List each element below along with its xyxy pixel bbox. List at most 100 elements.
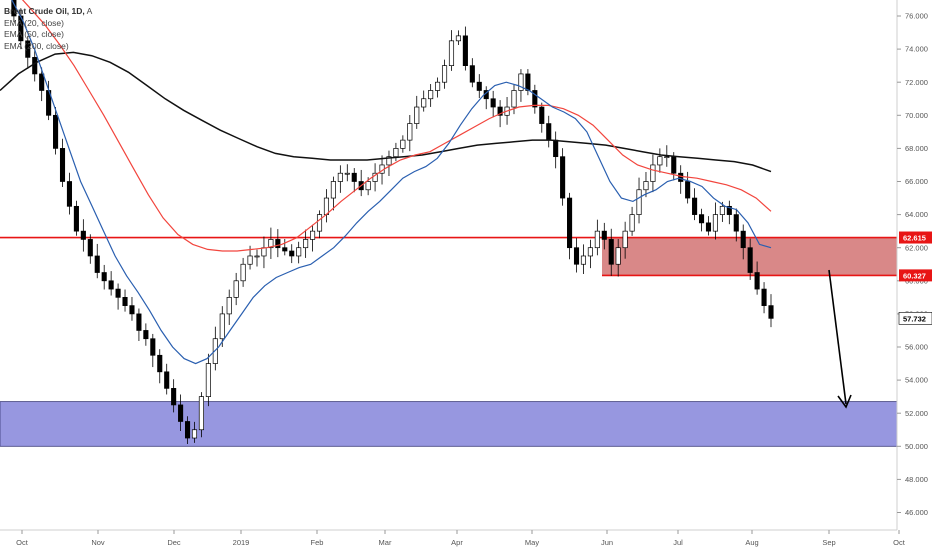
candle <box>455 35 461 42</box>
candle <box>518 73 524 91</box>
candle <box>629 214 635 232</box>
candle <box>150 338 156 356</box>
candle <box>462 35 468 66</box>
price-tag-last-bg <box>899 312 932 325</box>
candle <box>560 156 566 199</box>
candle <box>650 164 656 182</box>
candle <box>32 57 38 75</box>
candle <box>337 172 343 182</box>
candle <box>59 148 66 182</box>
candle <box>553 139 559 158</box>
legend-ema-200[interactable]: EMA (200, close) <box>4 40 69 51</box>
legend-ema-50[interactable]: EMA (50, close) <box>4 29 64 39</box>
candle <box>678 172 684 182</box>
candle <box>615 247 621 265</box>
candle <box>219 313 225 340</box>
candle <box>747 247 753 273</box>
candle <box>247 255 253 265</box>
candle <box>289 250 295 257</box>
candle <box>275 239 281 249</box>
candle <box>692 197 698 215</box>
candle <box>685 181 691 199</box>
candle <box>365 181 371 191</box>
chart-legend: Brent Crude Oil, 1D, A EMA (20, close) E… <box>4 6 92 52</box>
x-tick-label: Apr <box>451 538 463 547</box>
y-tick-label: 76.000 <box>905 12 928 21</box>
candle <box>740 230 746 249</box>
candle <box>414 106 420 124</box>
candle <box>671 156 677 174</box>
candle <box>296 247 302 257</box>
x-tick-label: Oct <box>893 538 906 547</box>
candle <box>532 90 538 108</box>
x-tick-label: Nov <box>91 538 105 547</box>
price-tag-last-border <box>898 312 932 325</box>
candle <box>323 197 330 215</box>
symbol-title[interactable]: Brent Crude Oil, 1D, <box>4 6 85 16</box>
candle <box>73 205 79 232</box>
candle <box>511 90 517 108</box>
candle <box>768 305 774 319</box>
candle <box>726 205 732 215</box>
candle <box>421 98 427 108</box>
candle <box>11 0 17 17</box>
down-arrow-icon[interactable] <box>828 269 852 409</box>
x-tick-label: May <box>525 538 539 547</box>
candle <box>261 247 267 257</box>
candle <box>636 189 642 215</box>
candle <box>719 205 725 215</box>
candle <box>129 305 135 315</box>
candle <box>178 404 184 422</box>
price-tag-resistance-top-bg <box>899 231 932 244</box>
candle <box>546 123 552 141</box>
candle <box>573 247 580 265</box>
candle <box>733 214 739 232</box>
candle <box>184 421 191 439</box>
x-tick-label: Dec <box>167 538 181 547</box>
candle <box>198 396 204 431</box>
x-tick-label: Sep <box>822 538 835 547</box>
candle <box>400 139 406 149</box>
candle <box>601 230 607 240</box>
legend-ema-20[interactable]: EMA (20, close) <box>4 17 64 28</box>
x-tick-label: Aug <box>745 538 758 547</box>
candle <box>476 81 482 91</box>
x-tick-label: Jul <box>673 538 683 547</box>
x-tick-label: 2019 <box>233 538 250 547</box>
candle <box>441 65 448 83</box>
candle <box>108 280 114 290</box>
candle <box>622 230 628 249</box>
candle <box>115 288 121 298</box>
candle <box>330 181 336 199</box>
candle <box>587 247 593 257</box>
candle <box>282 247 288 252</box>
candle <box>435 81 441 91</box>
candle <box>448 40 455 67</box>
candle <box>205 363 211 397</box>
candle <box>310 230 316 240</box>
candle <box>407 123 413 141</box>
y-tick-label: 52.000 <box>905 409 928 418</box>
time-axis[interactable]: Oct Nov Dec 2019 Feb Mar Apr May Jun Jul Aug Sep Oct <box>16 530 906 547</box>
candle <box>386 156 392 166</box>
candle <box>66 181 73 207</box>
y-tick-label: 70.000 <box>905 111 928 120</box>
support-zone[interactable] <box>0 401 898 447</box>
candle <box>171 388 177 406</box>
candles-group <box>11 0 774 445</box>
candle <box>268 239 274 249</box>
candle <box>143 330 149 340</box>
candle <box>567 197 573 249</box>
candle <box>226 297 232 315</box>
candle <box>754 272 760 290</box>
ema-50-line <box>21 0 772 252</box>
price-tag-last: 57.732 <box>903 314 926 323</box>
price-tag-resistance-top: 62.615 <box>903 234 926 243</box>
candle <box>351 172 357 182</box>
price-tag-resistance-bottom: 60.327 <box>903 271 926 280</box>
candle <box>191 429 198 439</box>
candle <box>122 297 128 306</box>
candle <box>490 98 496 108</box>
candle <box>303 239 309 249</box>
